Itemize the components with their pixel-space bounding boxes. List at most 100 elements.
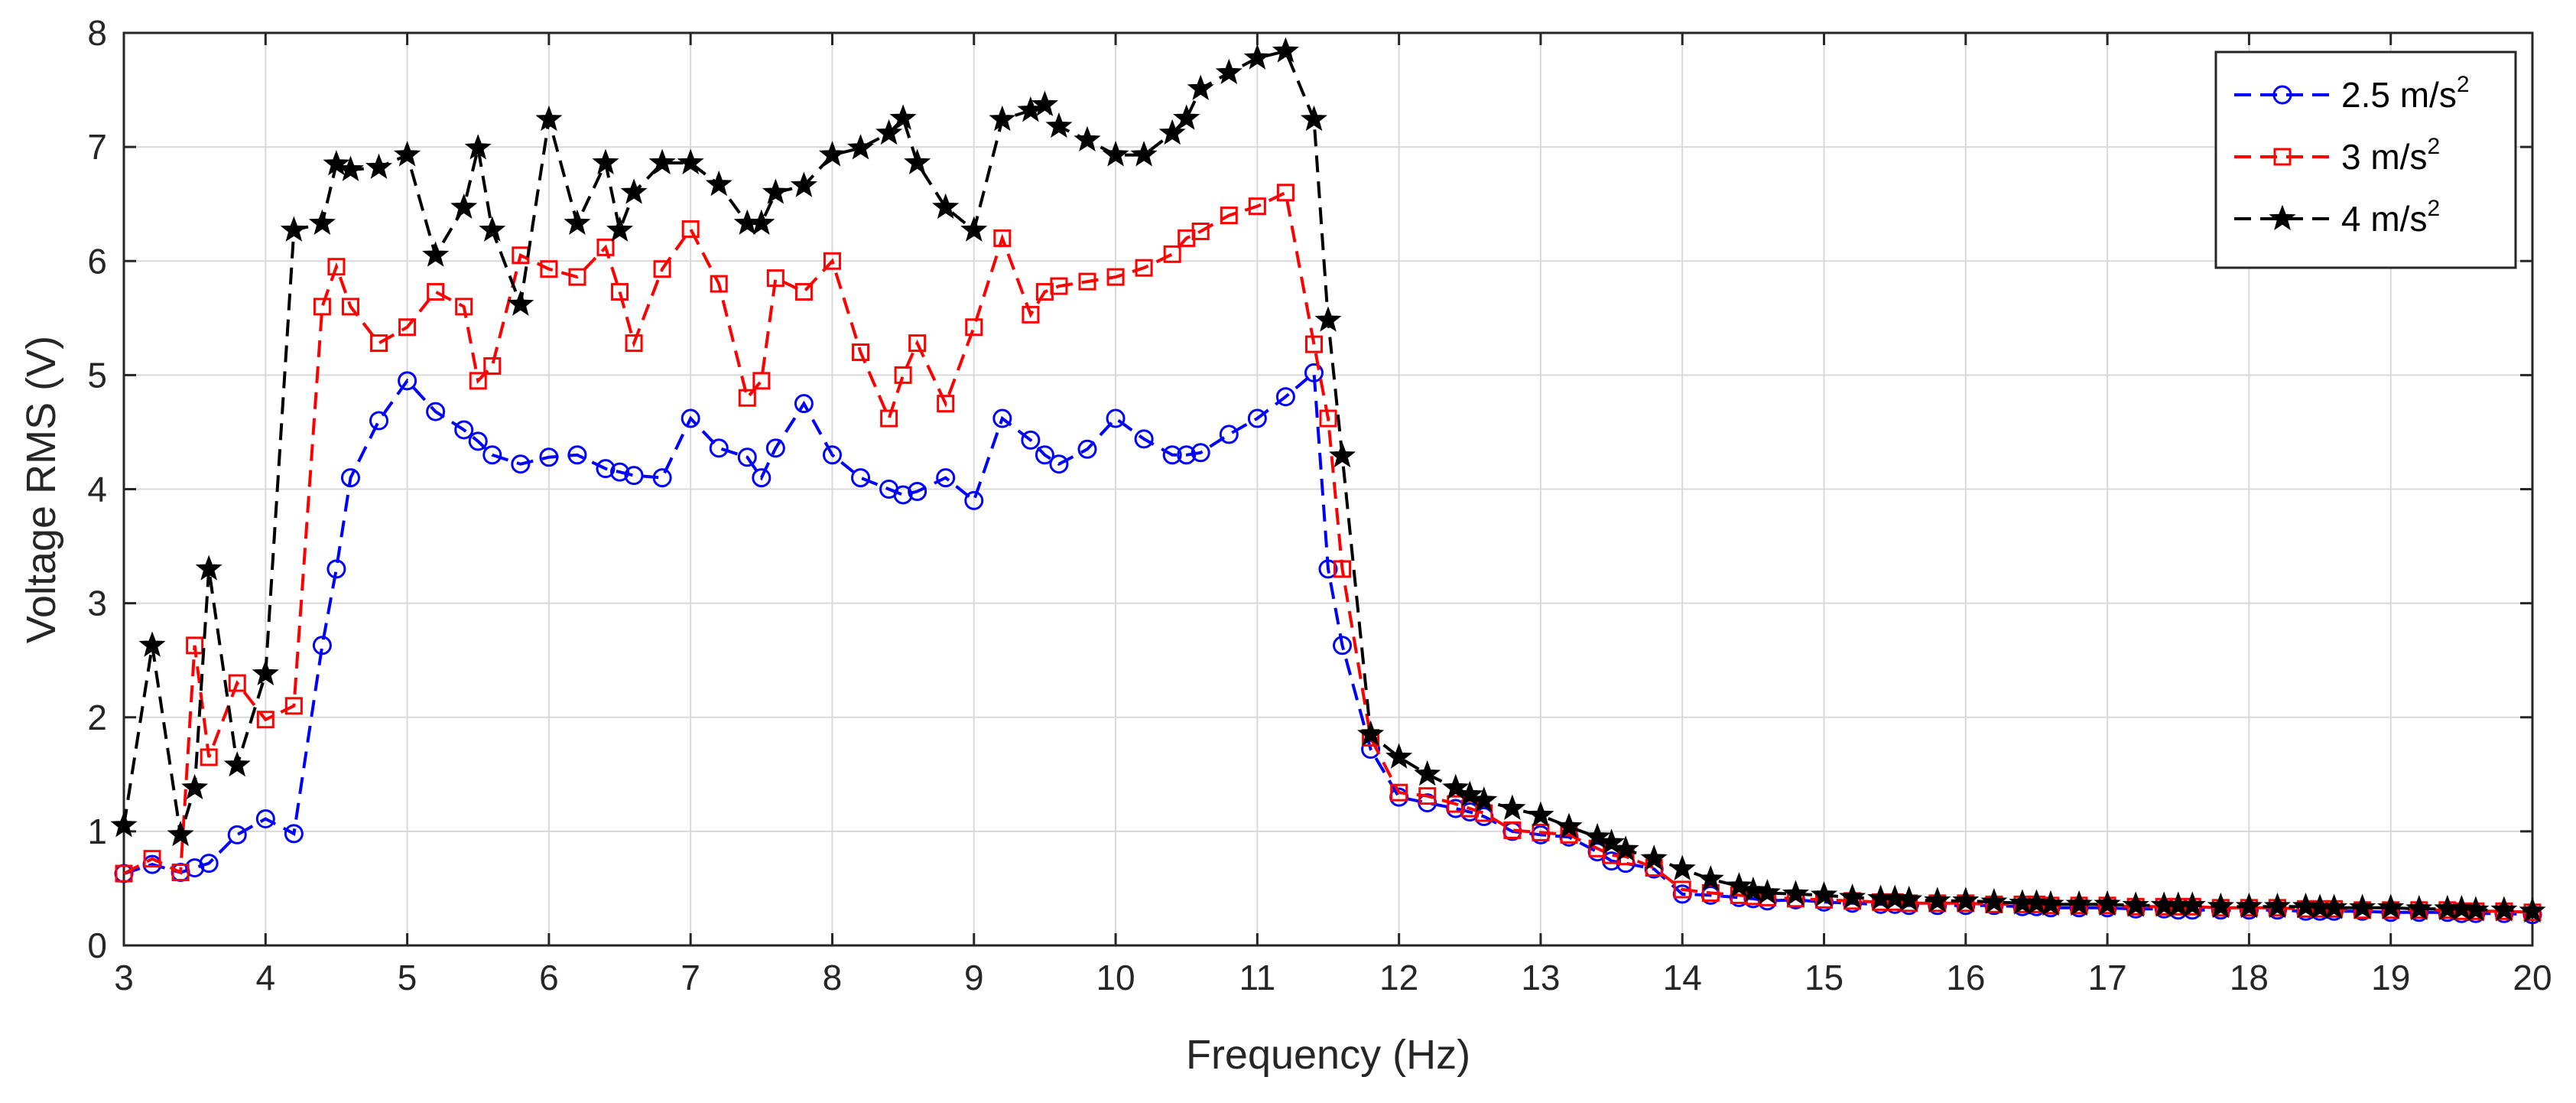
y-tick-label: 3 [87, 584, 107, 623]
data-point [469, 372, 487, 390]
data-point [705, 170, 733, 197]
data-point [677, 148, 704, 174]
data-point [610, 462, 630, 482]
x-tick-label: 7 [681, 958, 700, 997]
x-tick-label: 12 [1379, 958, 1418, 997]
data-point [2178, 891, 2206, 917]
data-point [847, 134, 875, 160]
data-point [252, 659, 279, 685]
data-point [1499, 794, 1526, 820]
y-tick-label: 8 [87, 13, 107, 53]
data-point [1418, 787, 1437, 805]
data-point [454, 420, 474, 440]
data-point [1022, 305, 1040, 324]
legend-marker [2269, 204, 2296, 230]
data-point [1078, 272, 1096, 291]
data-point [2490, 896, 2518, 922]
data-point [681, 220, 700, 238]
data-point [228, 674, 246, 692]
data-point [1333, 560, 1352, 578]
data-point [1701, 883, 1720, 902]
x-tick-label: 4 [255, 958, 275, 997]
data-point [1456, 780, 1483, 807]
data-point [710, 275, 728, 293]
data-point [167, 820, 194, 847]
data-point [1333, 636, 1353, 656]
data-point [340, 468, 360, 488]
data-point [1162, 445, 1182, 465]
data-point [227, 825, 247, 844]
data-point [908, 481, 927, 501]
data-point [889, 104, 917, 130]
data-point [1304, 335, 1323, 353]
data-point [738, 389, 756, 407]
data-point [894, 366, 912, 384]
data-point [592, 148, 619, 174]
data-point [1215, 58, 1243, 85]
series-line [123, 369, 2533, 916]
x-tick-label: 6 [539, 958, 559, 997]
y-tick-label: 0 [87, 926, 107, 965]
data-point [1035, 445, 1054, 465]
x-tick-label: 9 [964, 958, 984, 997]
data-point [394, 141, 421, 167]
y-tick-label: 5 [87, 355, 107, 395]
data-point [255, 809, 275, 828]
data-point [1102, 141, 1129, 167]
x-axis-label: Frequency (Hz) [1186, 1032, 1470, 1078]
data-point [818, 141, 846, 167]
data-point [564, 209, 591, 235]
data-point [1177, 445, 1197, 465]
legend-marker [2273, 148, 2292, 166]
data-point [1527, 801, 1554, 827]
data-point [2519, 896, 2546, 923]
data-point [539, 447, 559, 467]
data-point [2321, 893, 2348, 919]
y-tick-label: 7 [87, 127, 107, 167]
data-point [1584, 822, 1611, 849]
data-point [2122, 891, 2149, 917]
y-axis-label: Voltage RMS (V) [18, 336, 64, 643]
y-tick-label: 6 [87, 241, 107, 281]
x-tick-label: 14 [1663, 958, 1702, 997]
data-point [2405, 894, 2433, 921]
data-point [790, 171, 817, 197]
data-point [326, 559, 346, 579]
data-point [620, 178, 648, 204]
data-point [1673, 880, 1691, 899]
data-point [1980, 887, 2008, 914]
data-point [989, 105, 1016, 132]
data-point [2377, 893, 2405, 919]
data-point [450, 193, 478, 220]
x-tick-label: 10 [1096, 958, 1135, 997]
data-point [1248, 197, 1266, 216]
legend-marker [2272, 85, 2292, 105]
data-point [596, 459, 616, 479]
data-point [1219, 425, 1239, 444]
x-tick-label: 15 [1804, 958, 1843, 997]
data-point [365, 153, 393, 179]
data-point [1414, 760, 1441, 786]
x-tick-label: 8 [823, 958, 843, 997]
data-point [936, 468, 956, 488]
x-tick-label: 19 [2371, 958, 2410, 997]
data-point [256, 711, 274, 729]
data-point [2207, 892, 2234, 919]
data-point [1390, 783, 1408, 802]
data-point [308, 209, 336, 235]
data-point [1074, 125, 1101, 152]
data-point [2462, 896, 2490, 922]
data-point [200, 748, 218, 766]
data-point [1329, 441, 1356, 468]
data-point [960, 216, 988, 242]
data-point [893, 485, 913, 505]
data-point [1697, 865, 1724, 891]
data-point [1881, 884, 1908, 910]
data-point [992, 408, 1012, 428]
data-point [540, 260, 558, 278]
data-point [1952, 887, 1980, 913]
data-point [336, 155, 364, 181]
legend-label: 3 m/s2 [2341, 134, 2440, 177]
